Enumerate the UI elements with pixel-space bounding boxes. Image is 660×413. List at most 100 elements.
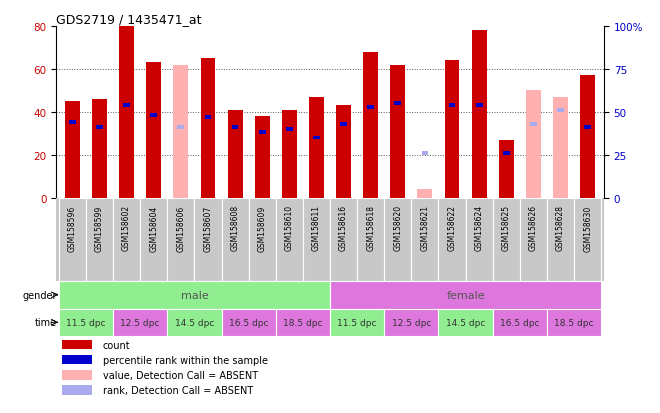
Bar [178, 126, 184, 130]
Bar [547, 198, 574, 281]
Bar [92, 100, 107, 198]
Text: GSM158596: GSM158596 [68, 205, 77, 251]
Bar [368, 105, 374, 109]
Text: GSM158607: GSM158607 [203, 205, 213, 251]
Text: GSM158608: GSM158608 [230, 205, 240, 251]
Bar [557, 109, 564, 113]
Bar [465, 198, 493, 281]
Bar [61, 355, 92, 365]
Bar [411, 198, 438, 281]
Bar [174, 65, 188, 198]
Text: 12.5 dpc: 12.5 dpc [391, 318, 431, 327]
Bar [574, 198, 601, 281]
Bar [276, 198, 303, 281]
Bar [61, 370, 92, 380]
Bar [313, 136, 320, 140]
Bar [330, 198, 357, 281]
Bar [123, 104, 130, 107]
Bar [340, 123, 347, 126]
Bar [547, 309, 601, 336]
Text: 16.5 dpc: 16.5 dpc [500, 318, 540, 327]
Bar [222, 198, 249, 281]
Bar [205, 116, 211, 120]
Text: GSM158628: GSM158628 [556, 205, 565, 251]
Text: value, Detection Call = ABSENT: value, Detection Call = ABSENT [103, 370, 258, 380]
Text: GSM158620: GSM158620 [393, 205, 403, 251]
Bar [472, 31, 486, 198]
Bar [167, 309, 222, 336]
Bar [255, 117, 270, 198]
Text: GSM158611: GSM158611 [312, 205, 321, 251]
Bar [526, 91, 541, 198]
Text: 18.5 dpc: 18.5 dpc [283, 318, 323, 327]
Text: time: time [34, 318, 57, 328]
Bar [530, 123, 537, 126]
Bar [520, 198, 547, 281]
Text: 14.5 dpc: 14.5 dpc [175, 318, 214, 327]
Bar [86, 198, 113, 281]
Bar [69, 121, 76, 125]
Bar [59, 281, 330, 309]
Bar [113, 309, 167, 336]
Bar [384, 309, 438, 336]
Bar [553, 97, 568, 198]
Bar [249, 198, 276, 281]
Bar [59, 309, 113, 336]
Text: GDS2719 / 1435471_at: GDS2719 / 1435471_at [56, 13, 201, 26]
Bar [303, 198, 330, 281]
Bar [140, 198, 167, 281]
Text: GSM158606: GSM158606 [176, 205, 185, 251]
Bar [493, 198, 520, 281]
Bar [61, 385, 92, 395]
Text: 11.5 dpc: 11.5 dpc [66, 318, 106, 327]
Text: GSM158609: GSM158609 [257, 205, 267, 251]
Bar [259, 131, 265, 135]
Text: GSM158618: GSM158618 [366, 205, 375, 251]
Bar [357, 198, 384, 281]
Text: GSM158604: GSM158604 [149, 205, 158, 251]
Text: GSM158626: GSM158626 [529, 205, 538, 251]
Text: GSM158599: GSM158599 [95, 205, 104, 251]
Text: percentile rank within the sample: percentile rank within the sample [103, 355, 268, 365]
Bar [119, 27, 134, 198]
Bar [580, 76, 595, 198]
Bar [418, 190, 432, 198]
Text: GSM158625: GSM158625 [502, 205, 511, 251]
Bar [222, 309, 276, 336]
Bar [228, 110, 242, 198]
Bar [438, 309, 493, 336]
Bar [330, 281, 601, 309]
Bar [336, 106, 351, 198]
Bar [113, 198, 140, 281]
Bar [390, 65, 405, 198]
Bar [493, 309, 547, 336]
Bar [449, 104, 455, 107]
Bar [476, 104, 482, 107]
Text: GSM158602: GSM158602 [122, 205, 131, 251]
Text: 11.5 dpc: 11.5 dpc [337, 318, 377, 327]
Text: 14.5 dpc: 14.5 dpc [446, 318, 485, 327]
Text: 16.5 dpc: 16.5 dpc [229, 318, 269, 327]
Text: gender: gender [22, 290, 57, 300]
Bar [147, 63, 161, 198]
Bar [195, 198, 222, 281]
Text: GSM158624: GSM158624 [475, 205, 484, 251]
Bar [59, 198, 86, 281]
Bar [282, 110, 297, 198]
Bar [232, 126, 238, 130]
Bar [363, 52, 378, 198]
Bar [96, 126, 103, 130]
Bar [503, 152, 510, 156]
Text: male: male [181, 290, 209, 300]
Bar [150, 114, 157, 118]
Bar [167, 198, 195, 281]
Text: GSM158622: GSM158622 [447, 205, 457, 251]
Text: GSM158621: GSM158621 [420, 205, 430, 251]
Bar [276, 309, 330, 336]
Text: GSM158610: GSM158610 [285, 205, 294, 251]
Bar [65, 102, 80, 198]
Text: rank, Detection Call = ABSENT: rank, Detection Call = ABSENT [103, 385, 253, 395]
Text: 18.5 dpc: 18.5 dpc [554, 318, 594, 327]
Bar [201, 59, 215, 198]
Bar [584, 126, 591, 130]
